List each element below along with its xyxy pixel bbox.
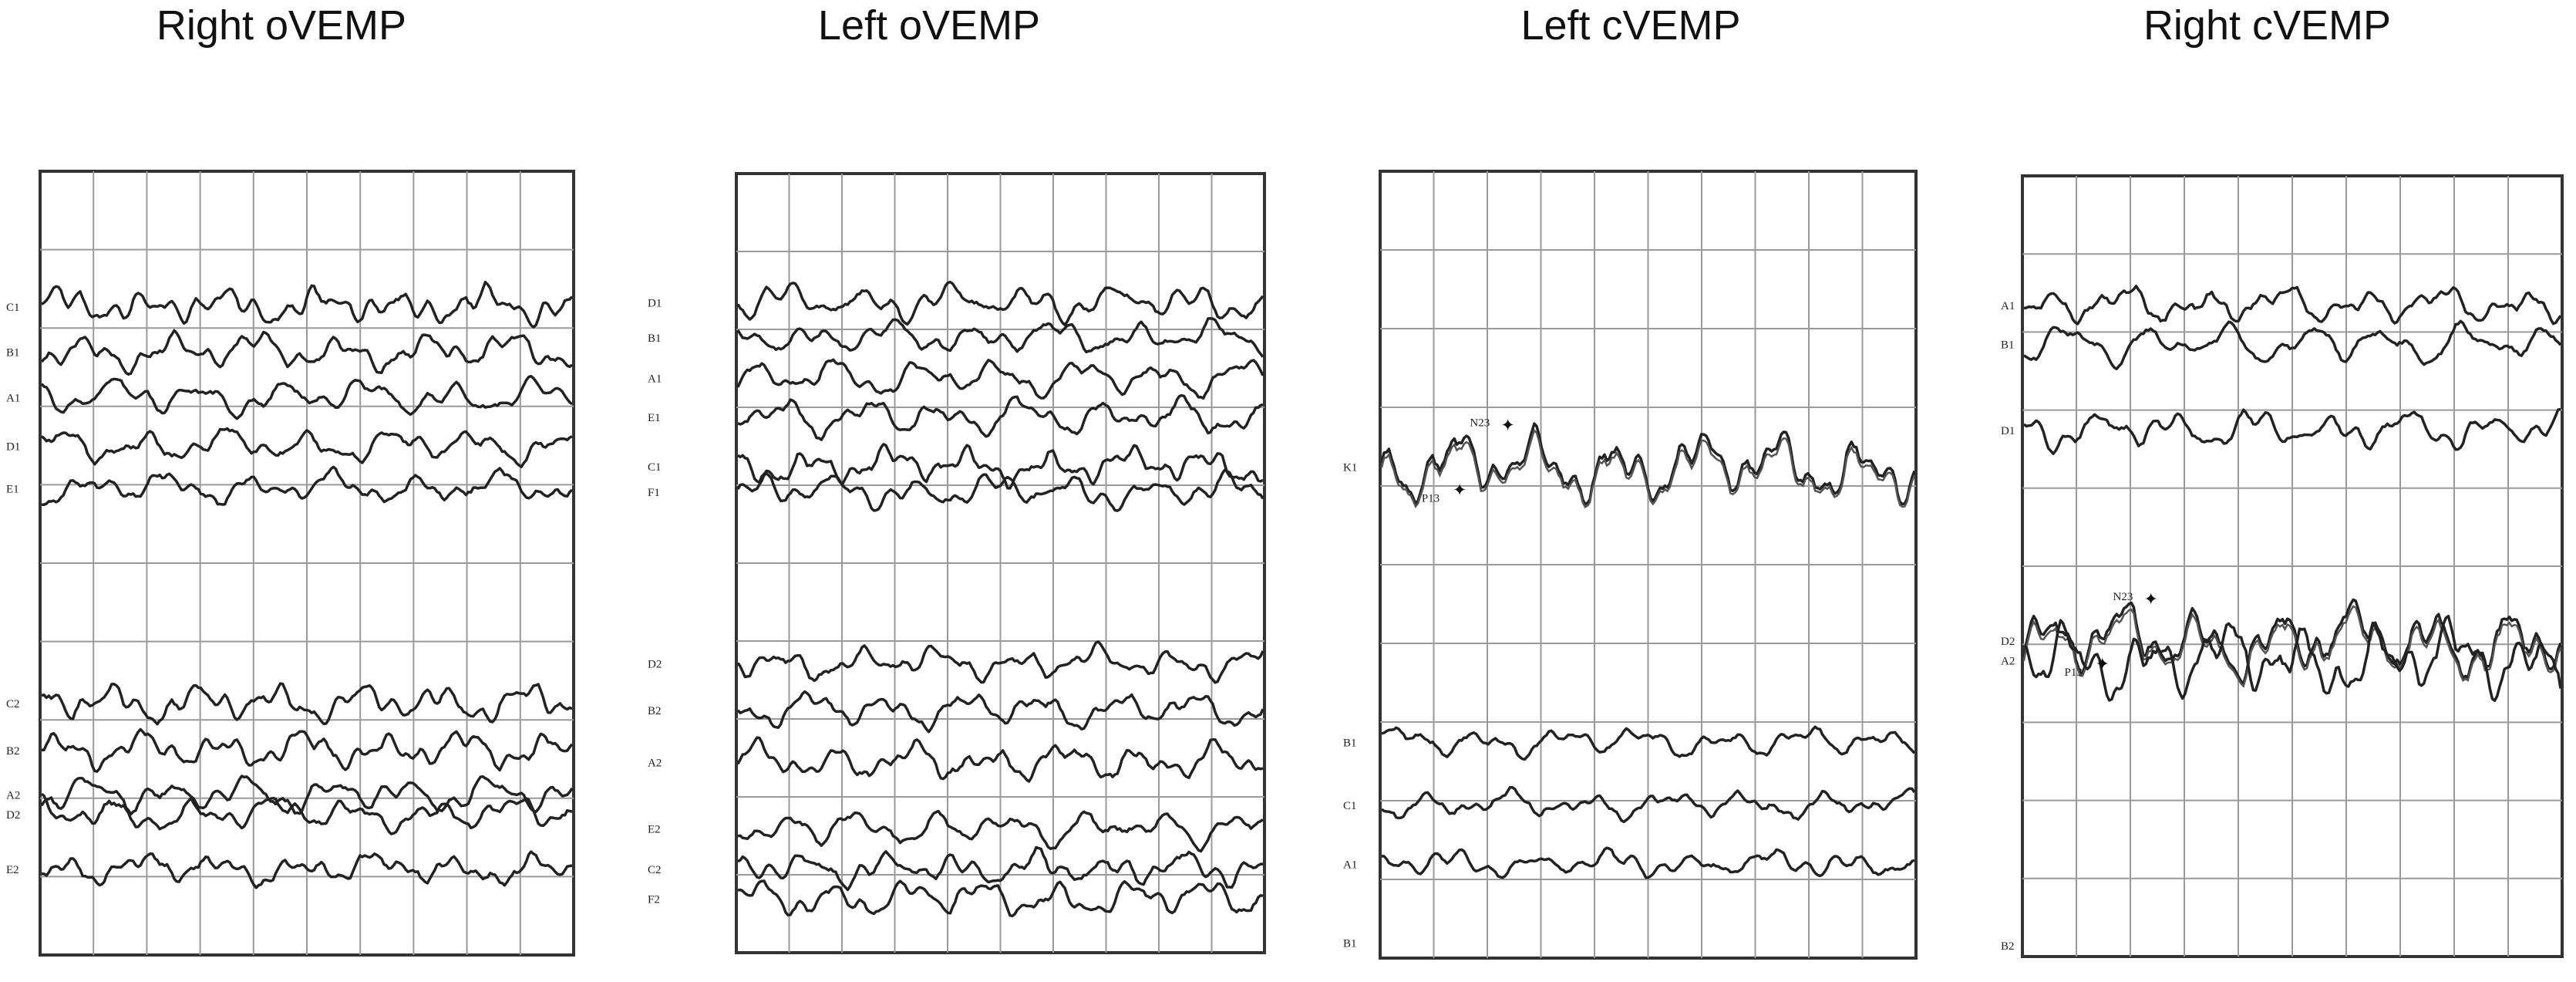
panel-title: Right cVEMP [2143,2,2392,49]
trace-label: C2 [6,698,20,710]
trace-line [2023,614,2562,702]
trace-label: B1 [2001,339,2015,352]
trace-line [737,393,1264,441]
trace-line [736,736,1264,783]
trace-label: A2 [6,790,20,802]
trace-label: A1 [648,373,662,386]
trace-line [40,427,573,468]
panel-left-cvemp: Left cVEMP K1 B1 C1 A1 B1 ✦ N23 ✦ P13 [1311,0,1951,982]
grid [40,171,574,955]
trace-label: B1 [1343,737,1357,750]
panel-left-ovemp: Left oVEMP D1 B1 A1 E1 C1 F1 D2 B2 A2 E2 C2 F2 [648,0,1266,982]
panel-right-ovemp: Right oVEMP C1 B1 A1 D1 E1 C2 B2 A2 D2 E2 [0,0,575,982]
peak-marker: ✦ [1500,417,1514,436]
trace-line [736,640,1264,684]
grid [2022,176,2562,957]
trace-line [41,280,574,329]
peak-label: N23 [1470,417,1490,430]
panel-title: Right oVEMP [156,2,407,49]
trace-label: D1 [648,298,662,310]
trace-label: B2 [648,705,662,717]
trace-label: A2 [648,758,662,770]
trace-label: B2 [2001,940,2015,953]
trace-line [1380,785,1916,824]
grid [1380,171,1916,958]
trace-label: A1 [1343,859,1357,872]
trace-line [737,809,1264,853]
trace-line [2022,598,2562,686]
trace-line [40,774,574,816]
trace-line [736,358,1264,400]
trace-line [736,468,1264,512]
trace-label: D2 [6,809,20,822]
trace-line-overlay [1380,428,1916,509]
trace-label: D1 [6,441,20,454]
trace-label: E1 [6,483,19,495]
trace-label: D2 [648,658,662,670]
trace-label: C1 [6,302,20,314]
trace-label: B2 [6,745,20,758]
trace-line [736,690,1264,734]
panel-right-cvemp: Right cVEMP A1 B1 D1 D2 A2 B2 ✦ N23 ✦ P13 [1958,0,2576,982]
trace-line [40,792,573,835]
grid [736,174,1264,953]
chart-left-cvemp: K1 B1 C1 A1 B1 ✦ N23 ✦ P13 [1343,170,1918,960]
trace-label: F1 [648,487,660,499]
peak-label: N23 [2113,591,2133,603]
trace-label: B1 [648,332,662,345]
panel-title: Left cVEMP [1520,2,1741,49]
trace-line [737,845,1264,892]
trace-label: A1 [2001,300,2015,312]
trace-label: E2 [648,823,661,835]
peak-marker: ✦ [1453,481,1466,501]
trace-label: D1 [2001,425,2015,437]
trace-line [41,682,573,726]
trace-line [40,329,574,376]
trace-label: C1 [648,461,662,474]
trace-label: D2 [2001,636,2015,648]
trace-line [1381,846,1915,879]
trace-label: E2 [6,864,19,876]
trace-line [737,879,1264,918]
trace-line-overlay [2022,605,2562,688]
trace-label: B1 [6,347,20,359]
peak-marker: ✦ [2096,655,2110,674]
trace-label: K1 [1343,462,1357,474]
trace-line [41,850,573,889]
trace-label: A2 [2001,655,2015,667]
trace-label: C2 [648,864,662,876]
trace-label: A1 [6,393,20,405]
peak-label: P13 [1422,493,1440,505]
chart-left-ovemp: D1 B1 A1 E1 C1 F1 D2 B2 A2 E2 C2 F2 [648,172,1266,954]
trace-line [41,727,574,773]
chart-right-ovemp: C1 B1 A1 D1 E1 C2 B2 A2 D2 E2 [6,170,575,957]
chart-right-cvemp: A1 B1 D1 D2 A2 B2 ✦ N23 ✦ P13 [2001,174,2564,958]
trace-label: F2 [648,893,660,906]
trace-line [40,374,574,420]
trace-label: C1 [1343,800,1357,812]
trace-line [1381,725,1916,761]
trace-label: E1 [648,412,661,424]
trace-line [41,465,574,506]
peak-marker: ✦ [2144,590,2158,609]
trace-line [2023,285,2562,326]
trace-line [736,443,1264,490]
trace-line [2022,407,2561,455]
trace-line [736,317,1264,358]
panel-title: Left oVEMP [817,2,1041,49]
trace-line [736,280,1264,326]
trace-label: B1 [1343,938,1357,950]
trace-line [2023,319,2562,370]
peak-label: P13 [2065,666,2083,679]
